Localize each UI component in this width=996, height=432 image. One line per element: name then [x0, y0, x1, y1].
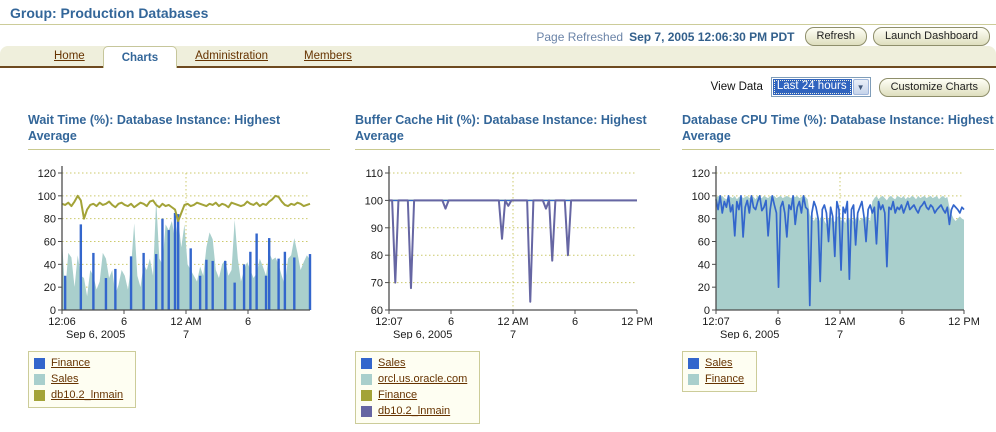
- legend-link[interactable]: Sales: [378, 357, 406, 369]
- legend-swatch-icon: [688, 373, 699, 385]
- dropdown-arrow-icon[interactable]: ▼: [852, 79, 869, 95]
- svg-text:7: 7: [510, 329, 516, 339]
- legend-item: db10.2_lnmain: [34, 387, 123, 403]
- svg-text:7: 7: [837, 329, 843, 339]
- chart-title: Wait Time (%): Database Instance: Highes…: [28, 112, 330, 150]
- tab-charts[interactable]: Charts: [102, 46, 178, 68]
- chart-panel-1: Buffer Cache Hit (%): Database Instance:…: [355, 112, 660, 424]
- legend-swatch-icon: [34, 389, 45, 401]
- legend-item: db10.2_lnmain: [361, 403, 467, 419]
- legend-link[interactable]: db10.2_lnmain: [51, 389, 124, 401]
- page-title: Group: Production Databases: [10, 5, 209, 21]
- svg-text:80: 80: [698, 214, 710, 226]
- svg-text:Sep 6, 2005: Sep 6, 2005: [66, 329, 125, 339]
- svg-text:6: 6: [121, 316, 127, 328]
- svg-text:0: 0: [704, 305, 710, 317]
- tab-members[interactable]: Members: [304, 50, 352, 62]
- svg-text:12 PM: 12 PM: [621, 316, 653, 328]
- svg-text:12 AM: 12 AM: [497, 316, 528, 328]
- legend-item: Sales: [688, 355, 744, 371]
- svg-text:Sep 6, 2005: Sep 6, 2005: [720, 329, 779, 339]
- legend-link[interactable]: Finance: [705, 373, 745, 385]
- svg-text:6: 6: [572, 316, 578, 328]
- legend-link[interactable]: Sales: [51, 373, 79, 385]
- legend-swatch-icon: [361, 373, 372, 385]
- legend-item: Sales: [361, 355, 467, 371]
- view-data-selected-option: Last 24 hours: [772, 79, 852, 95]
- legend-item: Finance: [361, 387, 467, 403]
- legend-link[interactable]: Finance: [378, 389, 418, 401]
- tab-administration[interactable]: Administration: [195, 50, 268, 62]
- svg-text:12:07: 12:07: [375, 316, 403, 328]
- svg-text:40: 40: [698, 259, 710, 271]
- svg-text:Sep 6, 2005: Sep 6, 2005: [393, 329, 452, 339]
- legend-item: Sales: [34, 371, 123, 387]
- svg-text:120: 120: [38, 168, 56, 180]
- view-data-select[interactable]: Last 24 hours ▼: [770, 77, 871, 97]
- legend-item: Finance: [688, 371, 744, 387]
- legend-link[interactable]: Finance: [51, 357, 91, 369]
- tab-home[interactable]: Home: [54, 50, 85, 62]
- svg-text:60: 60: [371, 305, 383, 317]
- chart-panel-0: Wait Time (%): Database Instance: Highes…: [28, 112, 330, 408]
- svg-text:40: 40: [44, 259, 56, 271]
- legend-swatch-icon: [34, 373, 45, 385]
- svg-text:7: 7: [183, 329, 189, 339]
- svg-text:12 AM: 12 AM: [170, 316, 201, 328]
- header-divider: [0, 24, 996, 25]
- svg-text:80: 80: [371, 250, 383, 262]
- svg-text:80: 80: [44, 214, 56, 226]
- svg-text:12 PM: 12 PM: [948, 316, 980, 328]
- legend-swatch-icon: [361, 357, 372, 369]
- svg-text:100: 100: [692, 191, 710, 203]
- customize-charts-button[interactable]: Customize Charts: [878, 77, 990, 97]
- refresh-row: Page Refreshed Sep 7, 2005 12:06:30 PM P…: [536, 27, 990, 46]
- legend-swatch-icon: [361, 389, 372, 401]
- svg-text:12:07: 12:07: [702, 316, 730, 328]
- svg-text:60: 60: [44, 237, 56, 249]
- tab-bar: Home Charts Administration Members: [0, 46, 996, 68]
- legend-link[interactable]: orcl.us.oracle.com: [378, 373, 468, 385]
- view-data-label: View Data: [710, 81, 763, 93]
- legend-link[interactable]: db10.2_lnmain: [378, 405, 451, 417]
- svg-text:6: 6: [899, 316, 905, 328]
- svg-text:100: 100: [38, 191, 56, 203]
- legend-link[interactable]: Sales: [705, 357, 733, 369]
- svg-text:60: 60: [698, 237, 710, 249]
- svg-text:6: 6: [448, 316, 454, 328]
- chart-panel-2: Database CPU Time (%): Database Instance…: [682, 112, 994, 392]
- legend-swatch-icon: [34, 357, 45, 369]
- chart-title: Database CPU Time (%): Database Instance…: [682, 112, 994, 150]
- svg-text:6: 6: [775, 316, 781, 328]
- view-data-row: View Data Last 24 hours ▼ Customize Char…: [711, 77, 990, 97]
- svg-text:120: 120: [692, 168, 710, 180]
- launch-dashboard-button[interactable]: Launch Dashboard: [873, 27, 990, 46]
- svg-text:12 AM: 12 AM: [824, 316, 855, 328]
- legend-swatch-icon: [361, 405, 372, 417]
- svg-text:70: 70: [371, 278, 383, 290]
- refresh-button[interactable]: Refresh: [804, 27, 868, 46]
- legend-swatch-icon: [688, 357, 699, 369]
- svg-text:100: 100: [365, 195, 383, 207]
- svg-text:20: 20: [44, 282, 56, 294]
- svg-text:20: 20: [698, 282, 710, 294]
- legend-item: orcl.us.oracle.com: [361, 371, 467, 387]
- svg-text:110: 110: [365, 168, 383, 180]
- chart-title: Buffer Cache Hit (%): Database Instance:…: [355, 112, 660, 150]
- page-refreshed-label: Page Refreshed: [536, 29, 624, 44]
- svg-text:6: 6: [245, 316, 251, 328]
- svg-text:90: 90: [371, 223, 383, 235]
- legend-item: Finance: [34, 355, 123, 371]
- chart-legend: Sales orcl.us.oracle.com Finance db10.2_lnm…: [355, 351, 481, 424]
- page-refreshed-timestamp: Sep 7, 2005 12:06:30 PM PDT: [629, 29, 795, 44]
- chart-legend: Sales Finance: [682, 351, 758, 392]
- chart-legend: Finance Sales db10.2_lnmain: [28, 351, 137, 408]
- svg-text:0: 0: [50, 305, 56, 317]
- svg-text:12:06: 12:06: [48, 316, 76, 328]
